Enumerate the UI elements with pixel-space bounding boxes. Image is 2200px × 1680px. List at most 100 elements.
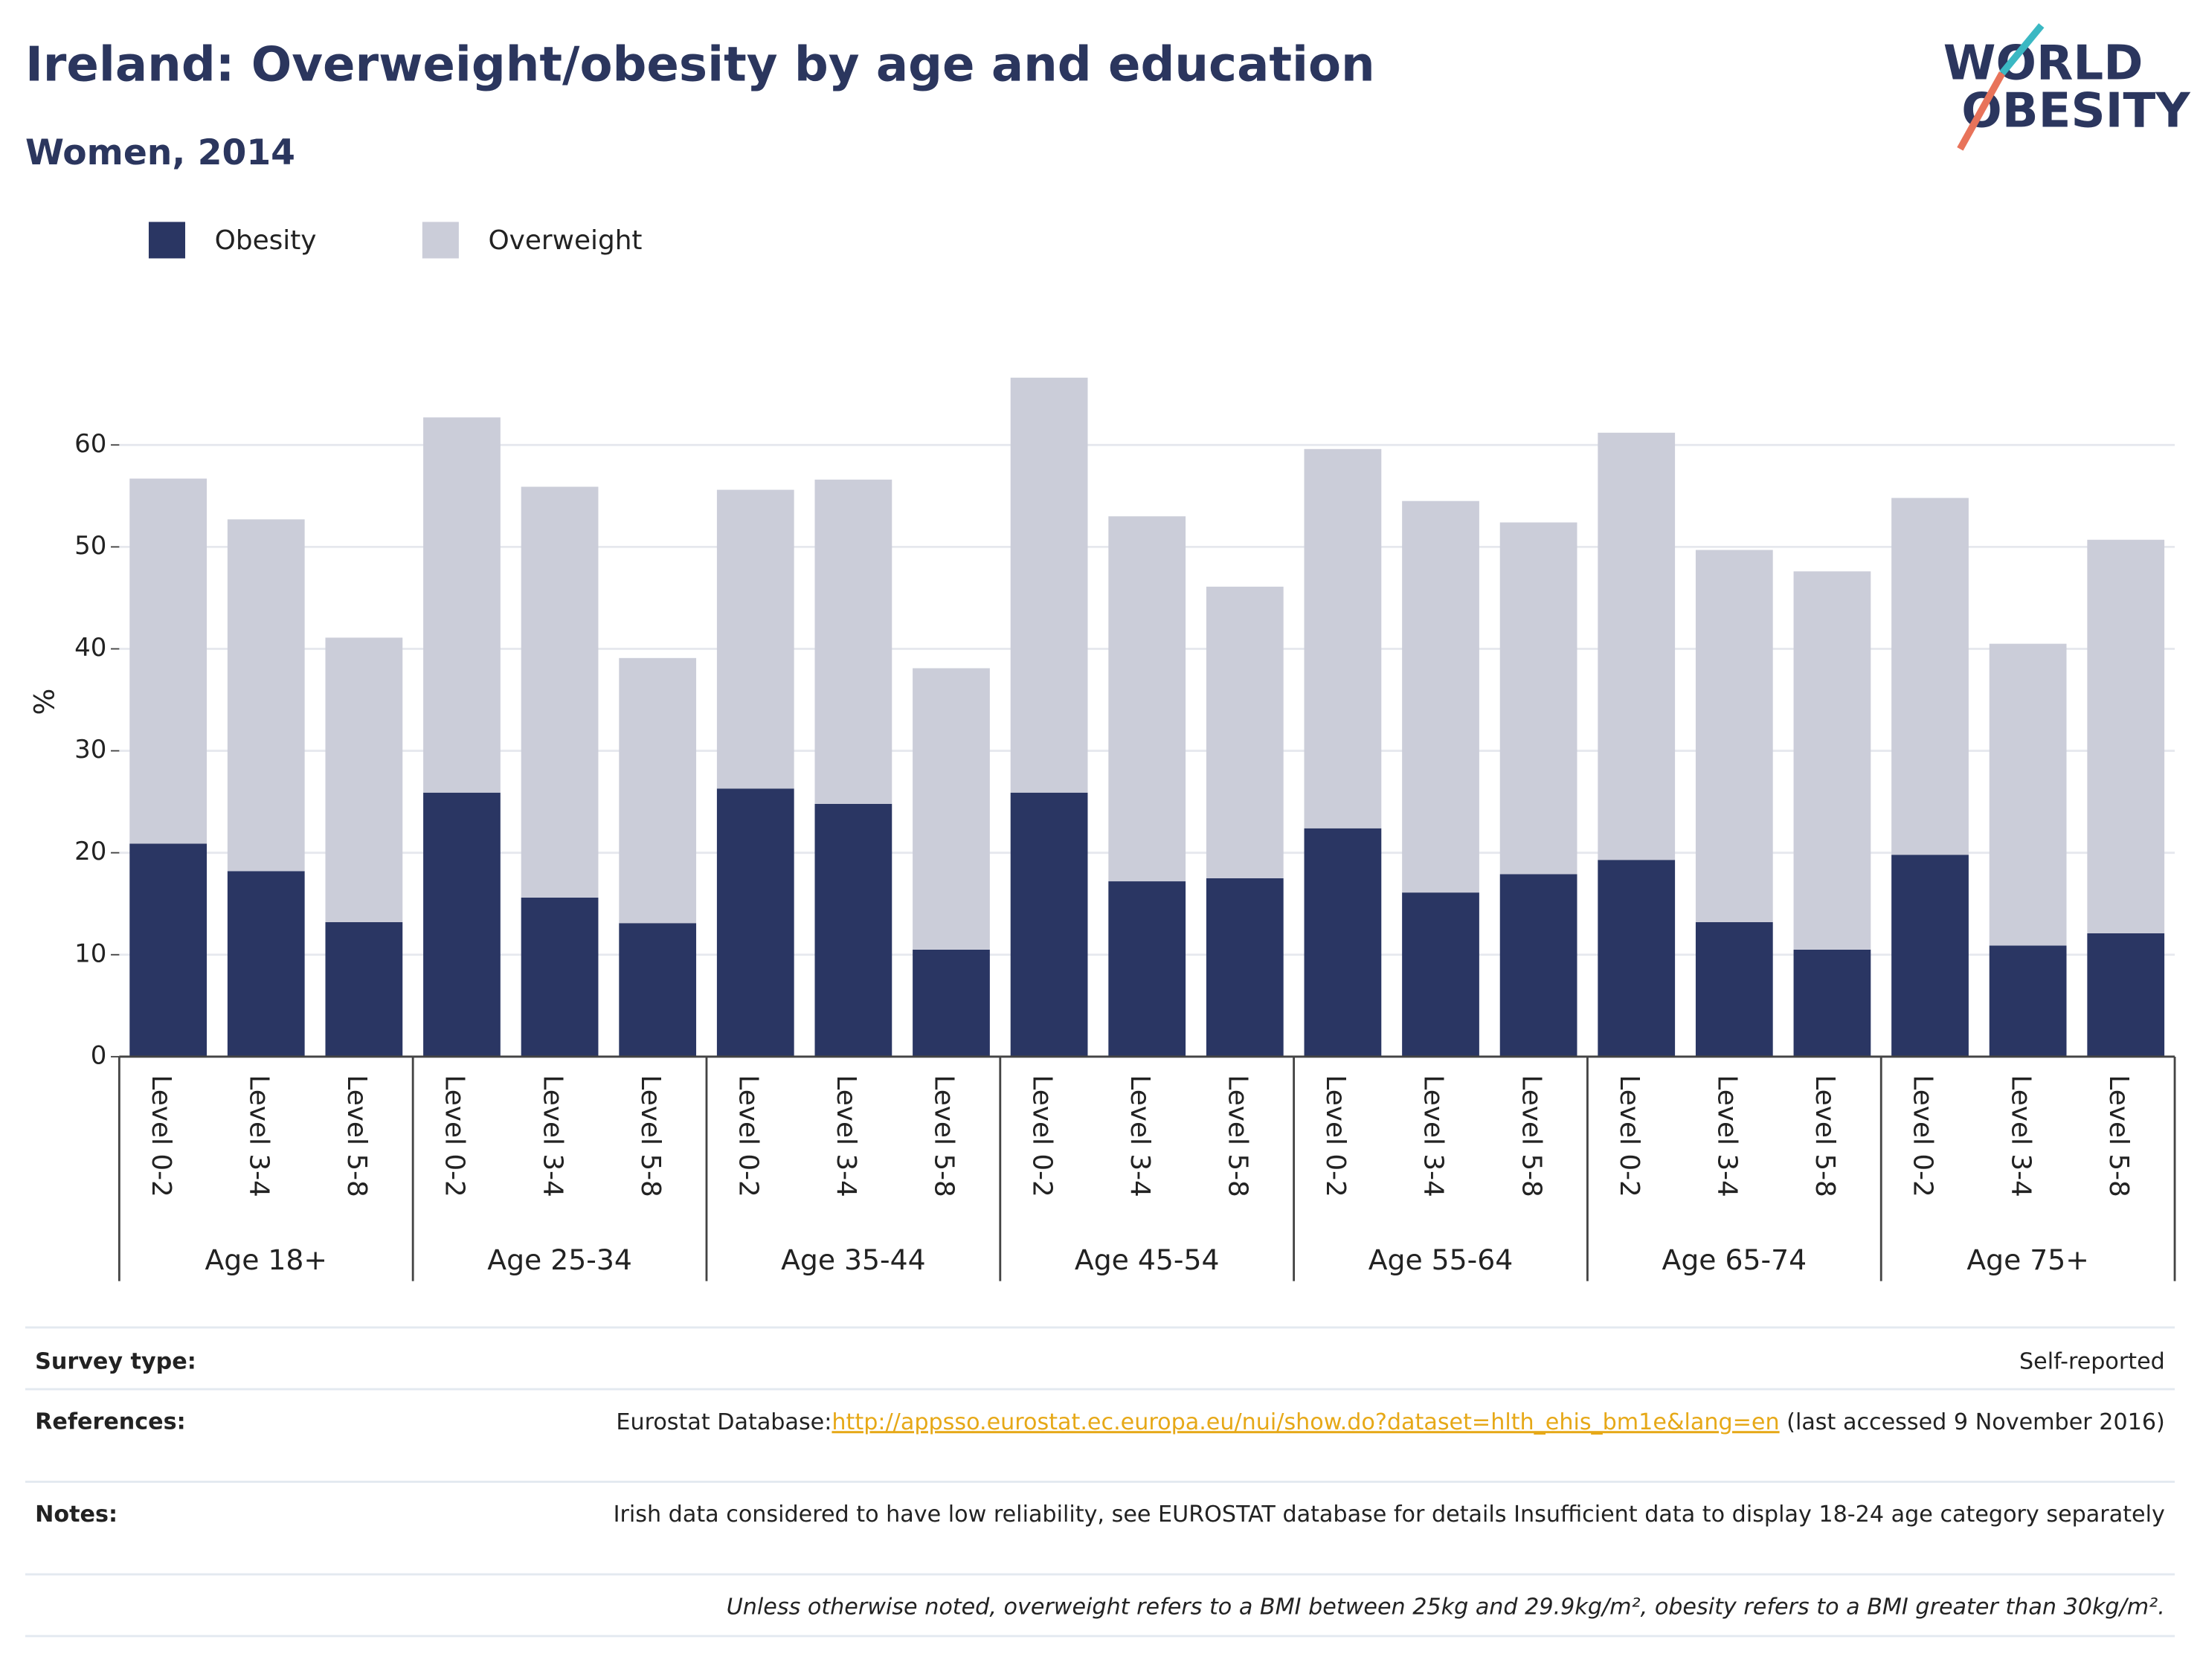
bar <box>2087 933 2165 1057</box>
footer-label: References: <box>35 1409 185 1435</box>
chart-subtitle: Women, 2014 <box>25 132 295 173</box>
x-tick-label: Level 5-8 <box>1222 1075 1252 1197</box>
legend-label: Obesity <box>215 225 317 256</box>
x-tick-label: Level 3-4 <box>243 1075 274 1197</box>
group-label: Age 45-54 <box>1075 1243 1220 1276</box>
x-tick-label: Level 5-8 <box>341 1075 372 1197</box>
bar <box>2087 539 2165 933</box>
group-label: Age 55-64 <box>1368 1243 1514 1276</box>
bar <box>325 921 403 1057</box>
y-tick-label: 10 <box>74 939 106 968</box>
y-tick-label: 50 <box>74 531 106 561</box>
y-tick-label: 30 <box>74 735 106 765</box>
y-tick-label: 0 <box>91 1040 107 1070</box>
footer-value: Irish data considered to have low reliab… <box>614 1502 2165 1528</box>
bar <box>129 478 208 844</box>
bar <box>1891 855 1969 1057</box>
bar <box>1402 501 1479 893</box>
group-label: Age 65-74 <box>1662 1243 1807 1276</box>
bar <box>1010 377 1088 793</box>
x-tick-label: Level 0-2 <box>1320 1075 1351 1197</box>
bar <box>1695 550 1773 922</box>
footer-text: (last accessed 9 November 2016) <box>1780 1409 2165 1435</box>
x-tick-label: Level 3-4 <box>1125 1075 1155 1197</box>
bar <box>227 871 305 1057</box>
bar <box>1499 522 1577 875</box>
x-tick-label: Level 5-8 <box>1810 1075 1840 1197</box>
x-tick-label: Level 3-4 <box>1418 1075 1449 1197</box>
x-tick-label: Level 0-2 <box>733 1075 763 1197</box>
x-tick-label: Level 0-2 <box>1614 1075 1644 1197</box>
bar <box>1108 516 1186 882</box>
bar <box>1499 874 1577 1057</box>
y-tick-label: 20 <box>74 837 106 866</box>
group-label: Age 75+ <box>1966 1243 2089 1276</box>
bar <box>1598 860 1676 1057</box>
bar <box>227 519 305 872</box>
group-label: Age 35-44 <box>781 1243 926 1276</box>
bar <box>619 923 697 1057</box>
footer-definition: Unless otherwise noted, overweight refer… <box>727 1594 2165 1621</box>
legend-label: Overweight <box>488 225 642 256</box>
x-tick-label: Level 0-2 <box>146 1075 176 1197</box>
footer-text: Eurostat Database: <box>616 1409 832 1435</box>
logo-slash <box>1999 23 2045 76</box>
bar <box>521 897 599 1057</box>
bar <box>1989 643 2067 946</box>
bar <box>1695 921 1773 1057</box>
x-tick-label: Level 5-8 <box>1516 1075 1546 1197</box>
logo-text: OBESITY <box>1961 83 2191 139</box>
bar <box>1891 498 1969 855</box>
x-tick-label: Level 5-8 <box>2103 1075 2134 1197</box>
y-tick-label: 60 <box>74 429 106 459</box>
x-tick-label: Level 5-8 <box>635 1075 666 1197</box>
x-tick-label: Level 3-4 <box>1712 1075 1743 1197</box>
bar <box>913 949 990 1057</box>
bar <box>619 657 697 924</box>
x-tick-label: Level 3-4 <box>2005 1075 2036 1197</box>
bar <box>716 788 794 1057</box>
y-axis-label: % <box>28 689 61 715</box>
legend-swatch <box>148 222 186 259</box>
x-tick-label: Level 3-4 <box>537 1075 567 1197</box>
x-tick-label: Level 5-8 <box>929 1075 959 1197</box>
bar <box>521 486 599 898</box>
footer-label: Survey type: <box>35 1349 196 1375</box>
bar <box>423 792 501 1057</box>
bar <box>1304 828 1382 1057</box>
bar <box>1108 881 1186 1057</box>
chart-title: Ireland: Overweight/obesity by age and e… <box>25 36 1375 92</box>
x-tick-label: Level 0-2 <box>1026 1075 1057 1197</box>
bar <box>1793 571 1871 950</box>
bar <box>1598 432 1676 860</box>
bar <box>423 417 501 793</box>
bar <box>1989 945 2067 1057</box>
x-tick-label: Level 0-2 <box>1908 1075 1938 1197</box>
x-tick-label: Level 0-2 <box>440 1075 470 1197</box>
bar <box>814 803 892 1057</box>
bar <box>1206 586 1284 878</box>
bar <box>716 489 794 789</box>
footer-value: Eurostat Database:http://appsso.eurostat… <box>616 1409 2164 1435</box>
y-tick-label: 40 <box>74 633 106 663</box>
bar <box>913 668 990 950</box>
bar <box>814 479 892 804</box>
bar <box>1010 792 1088 1057</box>
footer-link[interactable]: http://appsso.eurostat.ec.europa.eu/nui/… <box>832 1409 1779 1435</box>
bar <box>1304 448 1382 828</box>
bar <box>1793 949 1871 1057</box>
bar <box>1206 878 1284 1057</box>
x-tick-label: Level 3-4 <box>831 1075 861 1197</box>
group-label: Age 25-34 <box>487 1243 632 1276</box>
logo-slash <box>1957 71 2006 151</box>
footer-value: Self-reported <box>2019 1349 2165 1375</box>
legend-swatch <box>422 222 459 259</box>
bar <box>1402 892 1479 1057</box>
group-label: Age 18+ <box>205 1243 327 1276</box>
logo-text: WORLD <box>1943 36 2143 91</box>
footer-label: Notes: <box>35 1502 118 1528</box>
bar <box>129 843 208 1057</box>
bar <box>325 637 403 922</box>
